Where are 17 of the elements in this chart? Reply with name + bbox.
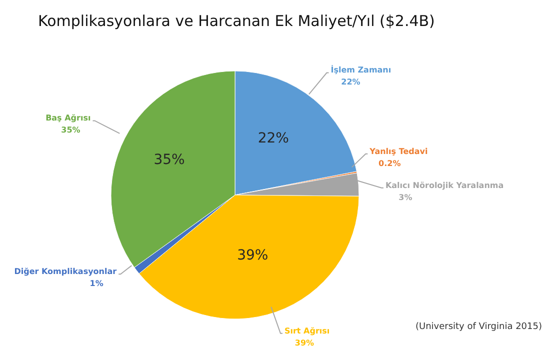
chart-title: Komplikasyonlara ve Harcanan Ek Maliyet/Yıl ($2.4B) — [38, 12, 435, 30]
text: 35% — [154, 152, 185, 168]
data-label: 1% — [90, 279, 104, 288]
text: (University of Virginia 2015) — [415, 322, 542, 332]
data-label: 3% — [398, 192, 412, 202]
data-label: 22% — [341, 78, 360, 87]
slice-label: Baş Ağrısı — [46, 114, 91, 123]
slice-label: Sırt Ağrısı — [284, 326, 330, 336]
data-label: 35% — [61, 126, 80, 135]
slice-label: Yanlış Tedavi — [368, 146, 428, 156]
text: 39% — [237, 247, 268, 264]
text: 22% — [258, 130, 289, 146]
data-label: 0.2% — [378, 158, 401, 168]
slice-label: Kalıcı Nörolojik Yaralanma — [385, 180, 504, 190]
slice-label: İşlem Zamanı — [330, 64, 392, 75]
slice-label: Diğer Komplikasyonlar — [14, 267, 117, 276]
data-label: 39% — [294, 338, 314, 348]
